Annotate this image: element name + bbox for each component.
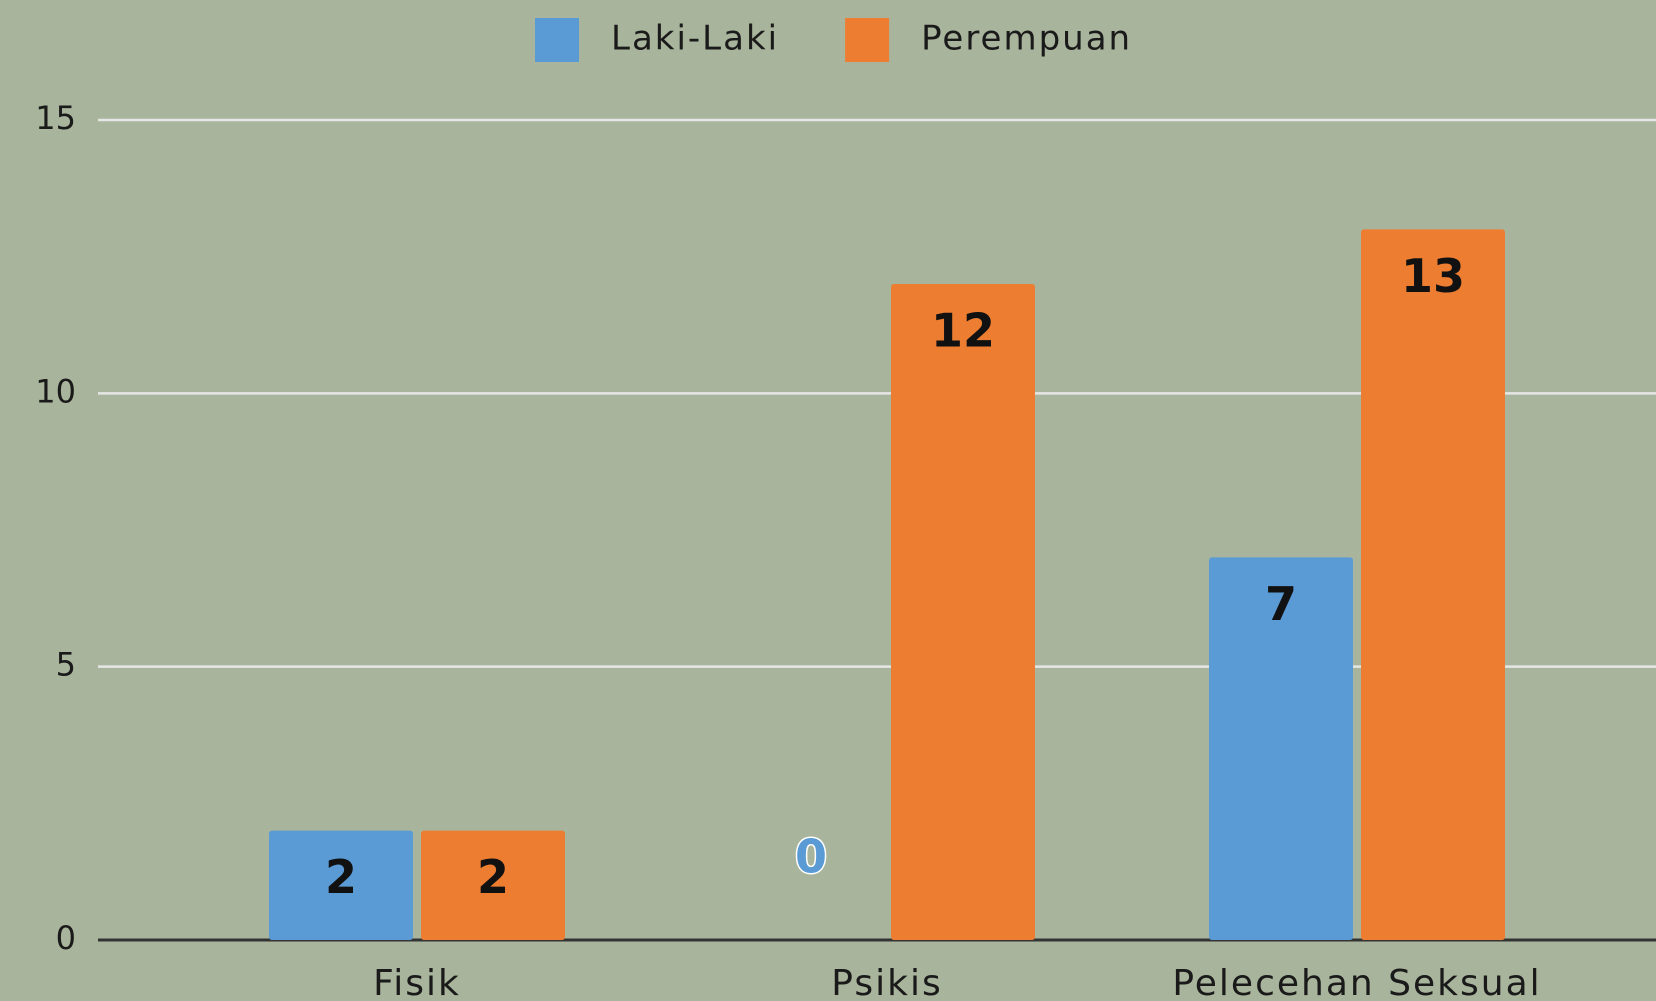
y-tick-label: 5 xyxy=(56,646,76,684)
bar xyxy=(1361,229,1505,941)
data-label: 0 xyxy=(795,830,827,884)
data-label: 12 xyxy=(931,304,995,358)
y-tick-label: 15 xyxy=(35,99,76,137)
legend-swatch xyxy=(535,18,579,62)
legend-label: Laki-Laki xyxy=(611,19,779,59)
x-tick-label: Psikis xyxy=(831,963,942,1001)
legend-label: Perempuan xyxy=(921,19,1132,59)
data-label: 13 xyxy=(1401,249,1465,303)
data-label: 7 xyxy=(1265,577,1297,631)
data-label: 2 xyxy=(325,850,357,904)
legend-swatch xyxy=(845,18,890,62)
y-tick-label: 10 xyxy=(35,372,76,410)
x-tick-label: Fisik xyxy=(373,963,461,1001)
bar xyxy=(421,830,565,940)
bar xyxy=(269,830,413,940)
y-tick-label: 0 xyxy=(56,919,76,957)
x-tick-label: Pelecehan Seksual xyxy=(1172,963,1541,1001)
bar xyxy=(1209,557,1353,940)
bar xyxy=(891,284,1035,940)
data-label: 2 xyxy=(477,850,509,904)
